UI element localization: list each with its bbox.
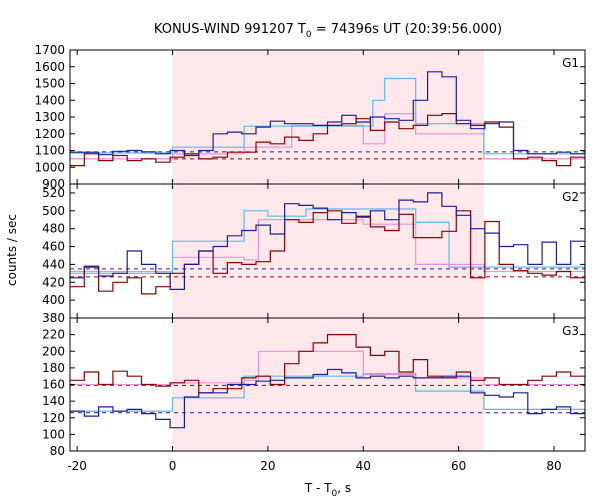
pink-model-step: [70, 112, 585, 160]
panel-g1-series: [70, 71, 585, 167]
cyan-model-step: [70, 77, 585, 155]
y-tick-label: 480: [42, 222, 65, 236]
y-tick-label: 220: [42, 328, 65, 342]
y-tick-labels: 900 1000 1100 1200 1300 1400 1500 1600 1700 380 40…: [34, 43, 65, 458]
x-tick-labels: -20 0 20 40 60 80: [67, 459, 561, 473]
red-light-curve: [70, 334, 585, 394]
y-tick-label: 440: [42, 257, 65, 271]
panel-tag-g2: G2: [562, 190, 579, 204]
panel-tag-g1: G1: [562, 56, 579, 70]
panel-g3-series: [70, 334, 585, 429]
blue-light-curve: [70, 71, 585, 157]
chart-title: KONUS-WIND 991207 T0 = 74396s UT (20:39:…: [154, 22, 502, 40]
x-tick-label: 60: [451, 459, 466, 473]
y-tick-label: 400: [42, 293, 65, 307]
y-tick-label: 1100: [34, 144, 65, 158]
y-tick-label: 120: [42, 411, 65, 425]
blue-light-curve: [70, 368, 585, 429]
light-curve-series: [70, 71, 585, 429]
cyan-model-step: [70, 373, 585, 412]
x-axis-label: T - T0, s: [304, 481, 351, 499]
pink-model-step: [70, 219, 585, 273]
x-tick-label: -20: [67, 459, 87, 473]
y-tick-label: 1000: [34, 160, 65, 174]
y-tick-label: 1600: [34, 60, 65, 74]
y-tick-label: 520: [42, 186, 65, 200]
panel-g2-series: [70, 192, 585, 295]
panel-tag-g3: G3: [562, 324, 579, 338]
y-tick-label: 100: [42, 427, 65, 441]
x-tick-label: 0: [169, 459, 177, 473]
y-tick-label: 1400: [34, 93, 65, 107]
panel-frames: [69, 49, 586, 452]
y-tick-label: 460: [42, 240, 65, 254]
panel-tags: G1 G2 G3: [562, 56, 579, 338]
y-tick-label: 380: [42, 311, 65, 325]
cyan-model-step: [70, 208, 585, 274]
y-tick-label: 1200: [34, 127, 65, 141]
x-tick-label: 40: [356, 459, 371, 473]
x-tick-label: 80: [546, 459, 561, 473]
y-tick-label: 140: [42, 394, 65, 408]
shaded-interval: [172, 50, 484, 451]
y-tick-label: 180: [42, 361, 65, 375]
y-tick-label: 80: [50, 444, 65, 458]
blue-light-curve: [70, 192, 585, 290]
y-tick-label: 200: [42, 344, 65, 358]
emission-interval-shading: [172, 50, 484, 451]
y-tick-label: 500: [42, 204, 65, 218]
y-tick-label: 1500: [34, 77, 65, 91]
y-tick-label: 420: [42, 275, 65, 289]
y-tick-label: 160: [42, 378, 65, 392]
y-tick-label: 900: [42, 177, 65, 191]
y-axis-label: counts / sec: [5, 214, 19, 286]
y-tick-label: 1300: [34, 110, 65, 124]
y-tick-label: 1700: [34, 43, 65, 57]
x-tick-label: 20: [260, 459, 275, 473]
